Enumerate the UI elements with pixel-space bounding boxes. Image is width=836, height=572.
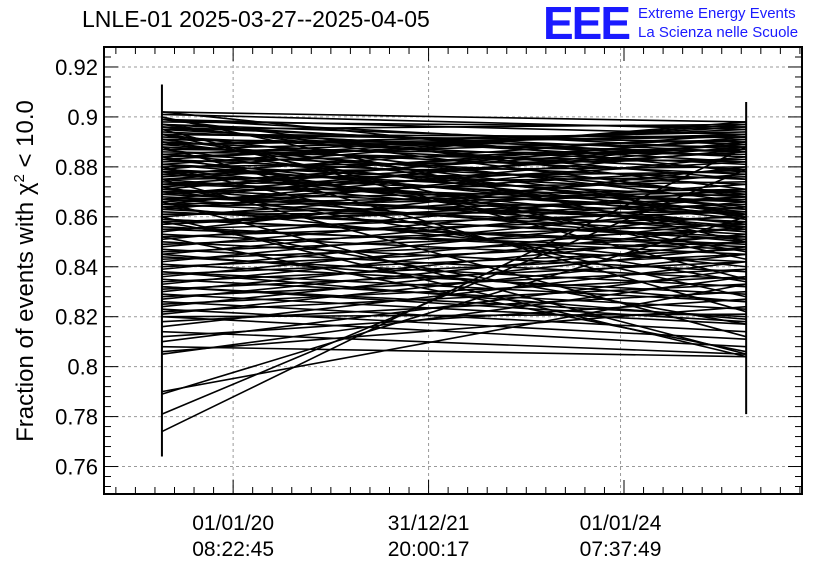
data-series-line xyxy=(161,121,747,171)
x-tick-label: 01/01/24 xyxy=(580,512,662,535)
series-layer xyxy=(161,111,747,433)
y-tick-label: 0.88 xyxy=(55,155,98,180)
data-series-line xyxy=(161,221,747,278)
data-series-line xyxy=(161,198,747,236)
plot-frame xyxy=(103,46,803,495)
data-series-line xyxy=(161,158,747,221)
y-tick-label: 0.82 xyxy=(55,305,98,330)
y-axis-label-superscript: 2 xyxy=(11,174,28,182)
y-axis-label-main: Fraction of events with χ xyxy=(12,182,39,442)
error-bar-layer xyxy=(160,84,748,457)
data-series-line xyxy=(161,141,747,201)
data-series-line xyxy=(161,118,747,151)
x-tick-label: 07:37:49 xyxy=(580,538,662,561)
data-series-line xyxy=(161,315,747,348)
x-tick-label: 31/12/21 xyxy=(388,512,470,535)
data-series-line xyxy=(161,196,747,226)
data-series-line xyxy=(161,193,747,223)
data-series-line xyxy=(161,146,747,313)
data-series-line xyxy=(161,128,747,156)
data-series-line xyxy=(161,218,747,246)
data-series-line xyxy=(161,211,747,216)
data-series-line xyxy=(161,298,747,338)
data-series-line xyxy=(161,228,747,251)
data-series-line xyxy=(161,143,747,196)
data-series-line xyxy=(161,308,747,340)
data-series-line xyxy=(161,173,747,218)
data-series-line xyxy=(161,191,747,206)
data-series-line xyxy=(161,248,747,276)
y-tick-label: 0.9 xyxy=(67,105,98,130)
data-series-line xyxy=(161,123,747,198)
data-series-line xyxy=(161,283,747,313)
data-series-line xyxy=(161,121,747,128)
data-series-line xyxy=(161,213,747,271)
eee-logo: EEE xyxy=(543,0,631,49)
data-series-line xyxy=(161,270,747,320)
y-tick-label: 0.8 xyxy=(67,355,98,380)
logo-caption-line2: La Scienza nelle Scuole xyxy=(638,24,799,41)
data-series-line xyxy=(161,148,747,218)
data-series-line xyxy=(161,133,747,176)
data-series-line xyxy=(161,183,747,203)
data-series-line xyxy=(161,113,747,131)
data-series-line xyxy=(161,136,747,146)
x-tick-label: 08:22:45 xyxy=(192,538,274,561)
y-axis-label: Fraction of events with χ2 < 10.0 xyxy=(11,100,39,442)
y-tick-label: 0.84 xyxy=(55,255,98,280)
data-series-line xyxy=(161,240,747,301)
data-series-line xyxy=(161,126,747,161)
data-series-line xyxy=(161,330,747,355)
data-series-line xyxy=(161,168,747,226)
tick-layer xyxy=(104,46,802,494)
label-layer: 0.76 0.78 0.8 0.82 0.84 0.86 0.88 0.9 0.92 01/01/… xyxy=(55,55,662,561)
data-series-line xyxy=(161,313,747,318)
data-series-line xyxy=(161,136,747,191)
data-series-line xyxy=(161,253,747,283)
data-series-line xyxy=(161,148,747,206)
y-tick-label: 0.86 xyxy=(55,205,98,230)
data-series-line xyxy=(161,123,747,131)
data-series-line xyxy=(161,236,747,353)
x-tick-label: 01/01/20 xyxy=(192,512,274,535)
data-series-line xyxy=(161,253,747,303)
x-tick-label: 20:00:17 xyxy=(388,538,470,561)
y-tick-label: 0.92 xyxy=(55,55,98,80)
data-series-line xyxy=(161,206,747,268)
data-series-line xyxy=(161,116,747,243)
data-series-line xyxy=(161,345,747,358)
y-axis-label-tail: < 10.0 xyxy=(12,100,39,174)
data-series-line xyxy=(161,233,747,293)
data-series-line xyxy=(161,111,747,123)
data-series-line xyxy=(161,168,747,415)
data-series-line xyxy=(161,133,747,203)
data-series-line xyxy=(161,253,747,315)
data-series-line xyxy=(161,285,747,323)
y-tick-label: 0.76 xyxy=(55,455,98,480)
chart-title: LNLE-01 2025-03-27--2025-04-05 xyxy=(82,6,430,32)
logo-caption-line1: Extreme Energy Events xyxy=(638,5,796,22)
data-series-line xyxy=(161,221,747,325)
y-tick-label: 0.78 xyxy=(55,405,98,430)
data-series-line xyxy=(161,216,747,358)
data-series-line xyxy=(161,123,747,166)
data-series-line xyxy=(161,153,747,208)
